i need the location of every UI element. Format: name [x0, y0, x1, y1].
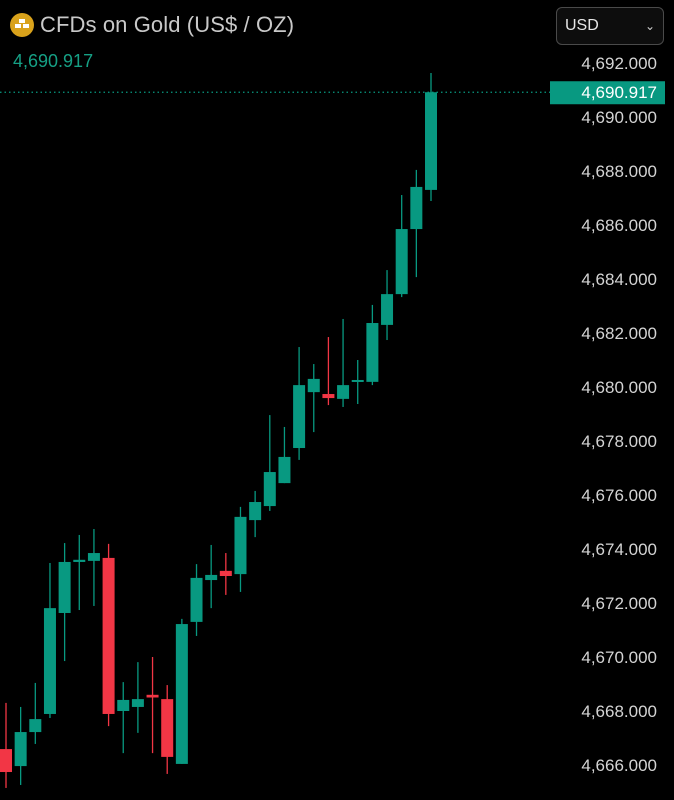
y-tick-label: 4,688.000: [581, 162, 657, 181]
last-price: 4,690.917: [13, 51, 94, 71]
current-price-tag-label: 4,690.917: [581, 83, 657, 102]
y-tick-label: 4,674.000: [581, 540, 657, 559]
candle-body-up: [87, 553, 100, 561]
current-price-tag: [550, 81, 665, 105]
candle-body-up: [337, 385, 350, 399]
y-tick-label: 4,680.000: [581, 378, 657, 397]
candle-body-up: [249, 502, 262, 521]
candle-body-up: [175, 624, 188, 764]
candle-body-down: [161, 699, 174, 757]
candle-body-up: [293, 385, 306, 449]
candle-body-up: [395, 229, 408, 295]
currency-value: USD: [565, 17, 599, 34]
candle-body-up: [263, 472, 276, 507]
y-tick-label: 4,668.000: [581, 702, 657, 721]
y-tick-label: 4,676.000: [581, 486, 657, 505]
y-tick-label: 4,682.000: [581, 324, 657, 343]
y-tick-label: 4,690.000: [581, 108, 657, 127]
gold-bars-icon: [10, 13, 34, 37]
instrument-header: CFDs on Gold (US$ / OZ): [10, 12, 294, 38]
candle-body-up: [14, 732, 27, 767]
candle-body-up: [425, 92, 437, 190]
candle-body-up: [190, 577, 203, 622]
candle-body-down: [146, 694, 159, 698]
candle-body-down: [0, 749, 12, 773]
y-tick-label: 4,670.000: [581, 648, 657, 667]
candle-body-up: [117, 699, 130, 711]
candle-body-up: [131, 699, 144, 707]
candle-body-up: [381, 294, 394, 325]
candle-body-up: [43, 608, 56, 714]
chevron-down-icon: ⌄: [644, 19, 655, 33]
candle-body-up: [278, 456, 291, 484]
candle-body-up: [234, 516, 247, 575]
candle-body-down: [102, 557, 115, 714]
candle-body-up: [58, 561, 71, 613]
y-tick-label: 4,678.000: [581, 432, 657, 451]
y-tick-label: 4,672.000: [581, 594, 657, 613]
y-tick-label: 4,666.000: [581, 756, 657, 775]
y-tick-label: 4,684.000: [581, 270, 657, 289]
candle-body-up: [73, 559, 86, 562]
currency-select[interactable]: USD ⌄: [556, 7, 664, 45]
candle-body-down: [322, 394, 335, 399]
candle-body-up: [205, 574, 218, 581]
y-tick-label: 4,686.000: [581, 216, 657, 235]
candle-body-down: [219, 570, 232, 576]
candle-body-up: [410, 186, 423, 230]
candle-body-up: [307, 378, 320, 393]
instrument-title: CFDs on Gold (US$ / OZ): [40, 12, 295, 37]
y-tick-label: 4,692.000: [581, 54, 657, 73]
candle-body-up: [366, 323, 379, 382]
candle-body-up: [351, 379, 364, 382]
candle-body-up: [29, 719, 42, 733]
